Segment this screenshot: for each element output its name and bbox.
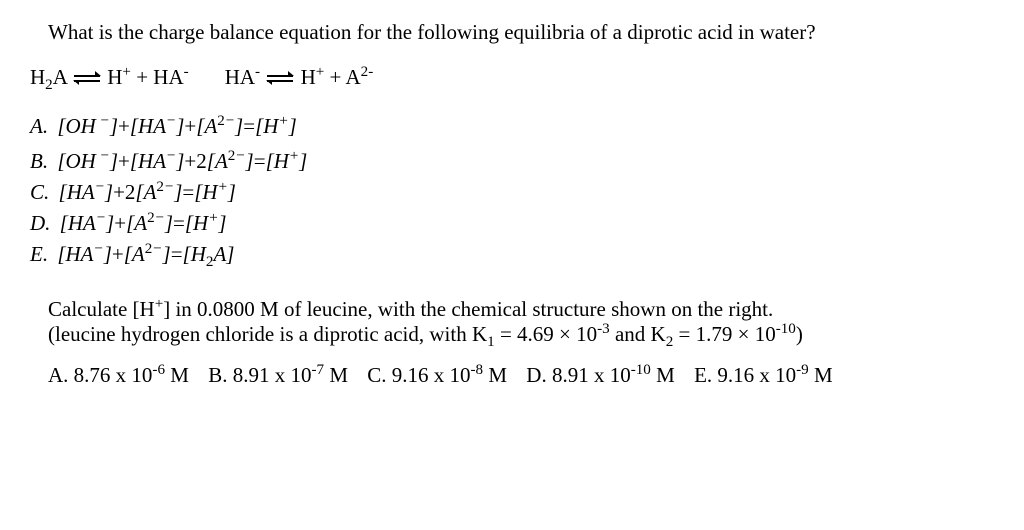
equilibrium-arrows-icon [267, 71, 293, 85]
answer-d: D. 8.91 x 10-10 M [526, 363, 675, 387]
q2-answers: A. 8.76 x 10-6 M B. 8.91 x 10-7 M C. 9.1… [48, 363, 994, 388]
answer-c: C. 9.16 x 10-8 M [367, 363, 507, 387]
answer-e-exp: -9 [796, 362, 809, 378]
answer-a-unit: M [170, 363, 189, 387]
answer-b-unit: M [329, 363, 348, 387]
answer-a-exp: -6 [152, 362, 165, 378]
answer-b-exp: -7 [311, 362, 324, 378]
equilibrium-2: HA- H+ + A2- [225, 65, 374, 90]
answer-e: E. 9.16 x 10-9 M [694, 363, 833, 387]
equilibrium-arrows-icon [74, 71, 100, 85]
page: What is the charge balance equation for … [0, 0, 1024, 408]
answer-d-val: 8.91 x 10 [552, 363, 631, 387]
q1-prompt: What is the charge balance equation for … [48, 20, 994, 45]
q2-line1: Calculate [H+] in 0.0800 M of leucine, w… [48, 297, 994, 322]
answer-d-unit: M [656, 363, 675, 387]
answer-a-val: 8.76 x 10 [74, 363, 153, 387]
q2-block: Calculate [H+] in 0.0800 M of leucine, w… [48, 297, 994, 347]
answer-a: A. 8.76 x 10-6 M [48, 363, 189, 387]
answer-e-val: 9.16 x 10 [717, 363, 796, 387]
option-d: D. [HA−]+[A2−]=[H+] [30, 211, 994, 236]
k1-exp: -3 [597, 321, 610, 337]
answer-c-exp: -8 [471, 362, 484, 378]
answer-c-unit: M [488, 363, 507, 387]
equilibria-row: H2A H+ + HA- HA- H+ + A2- [30, 65, 994, 90]
option-a: A. [OH −]+[HA−]+[A2−]=[H+] [30, 114, 994, 139]
equilibrium-1: H2A H+ + HA- [30, 65, 189, 90]
answer-c-val: 9.16 x 10 [392, 363, 471, 387]
k2-value: 1.79 × 10 [696, 322, 776, 346]
option-e: E. [HA−]+[A2−]=[H2A] [30, 242, 994, 267]
k1-value: 4.69 × 10 [517, 322, 597, 346]
k2-exp: -10 [776, 321, 796, 337]
option-c: C. [HA−]+2[A2−]=[H+] [30, 180, 994, 205]
option-b: B. [OH −]+[HA−]+2[A2−]=[H+] [30, 149, 994, 174]
answer-d-exp: -10 [631, 362, 651, 378]
answer-b: B. 8.91 x 10-7 M [208, 363, 348, 387]
q2-line2: (leucine hydrogen chloride is a diprotic… [48, 322, 994, 347]
answer-e-unit: M [814, 363, 833, 387]
q2-line2-prefix: (leucine hydrogen chloride is a diprotic… [48, 322, 487, 346]
q1-options: A. [OH −]+[HA−]+[A2−]=[H+] B. [OH −]+[HA… [30, 114, 994, 267]
answer-b-val: 8.91 x 10 [233, 363, 312, 387]
